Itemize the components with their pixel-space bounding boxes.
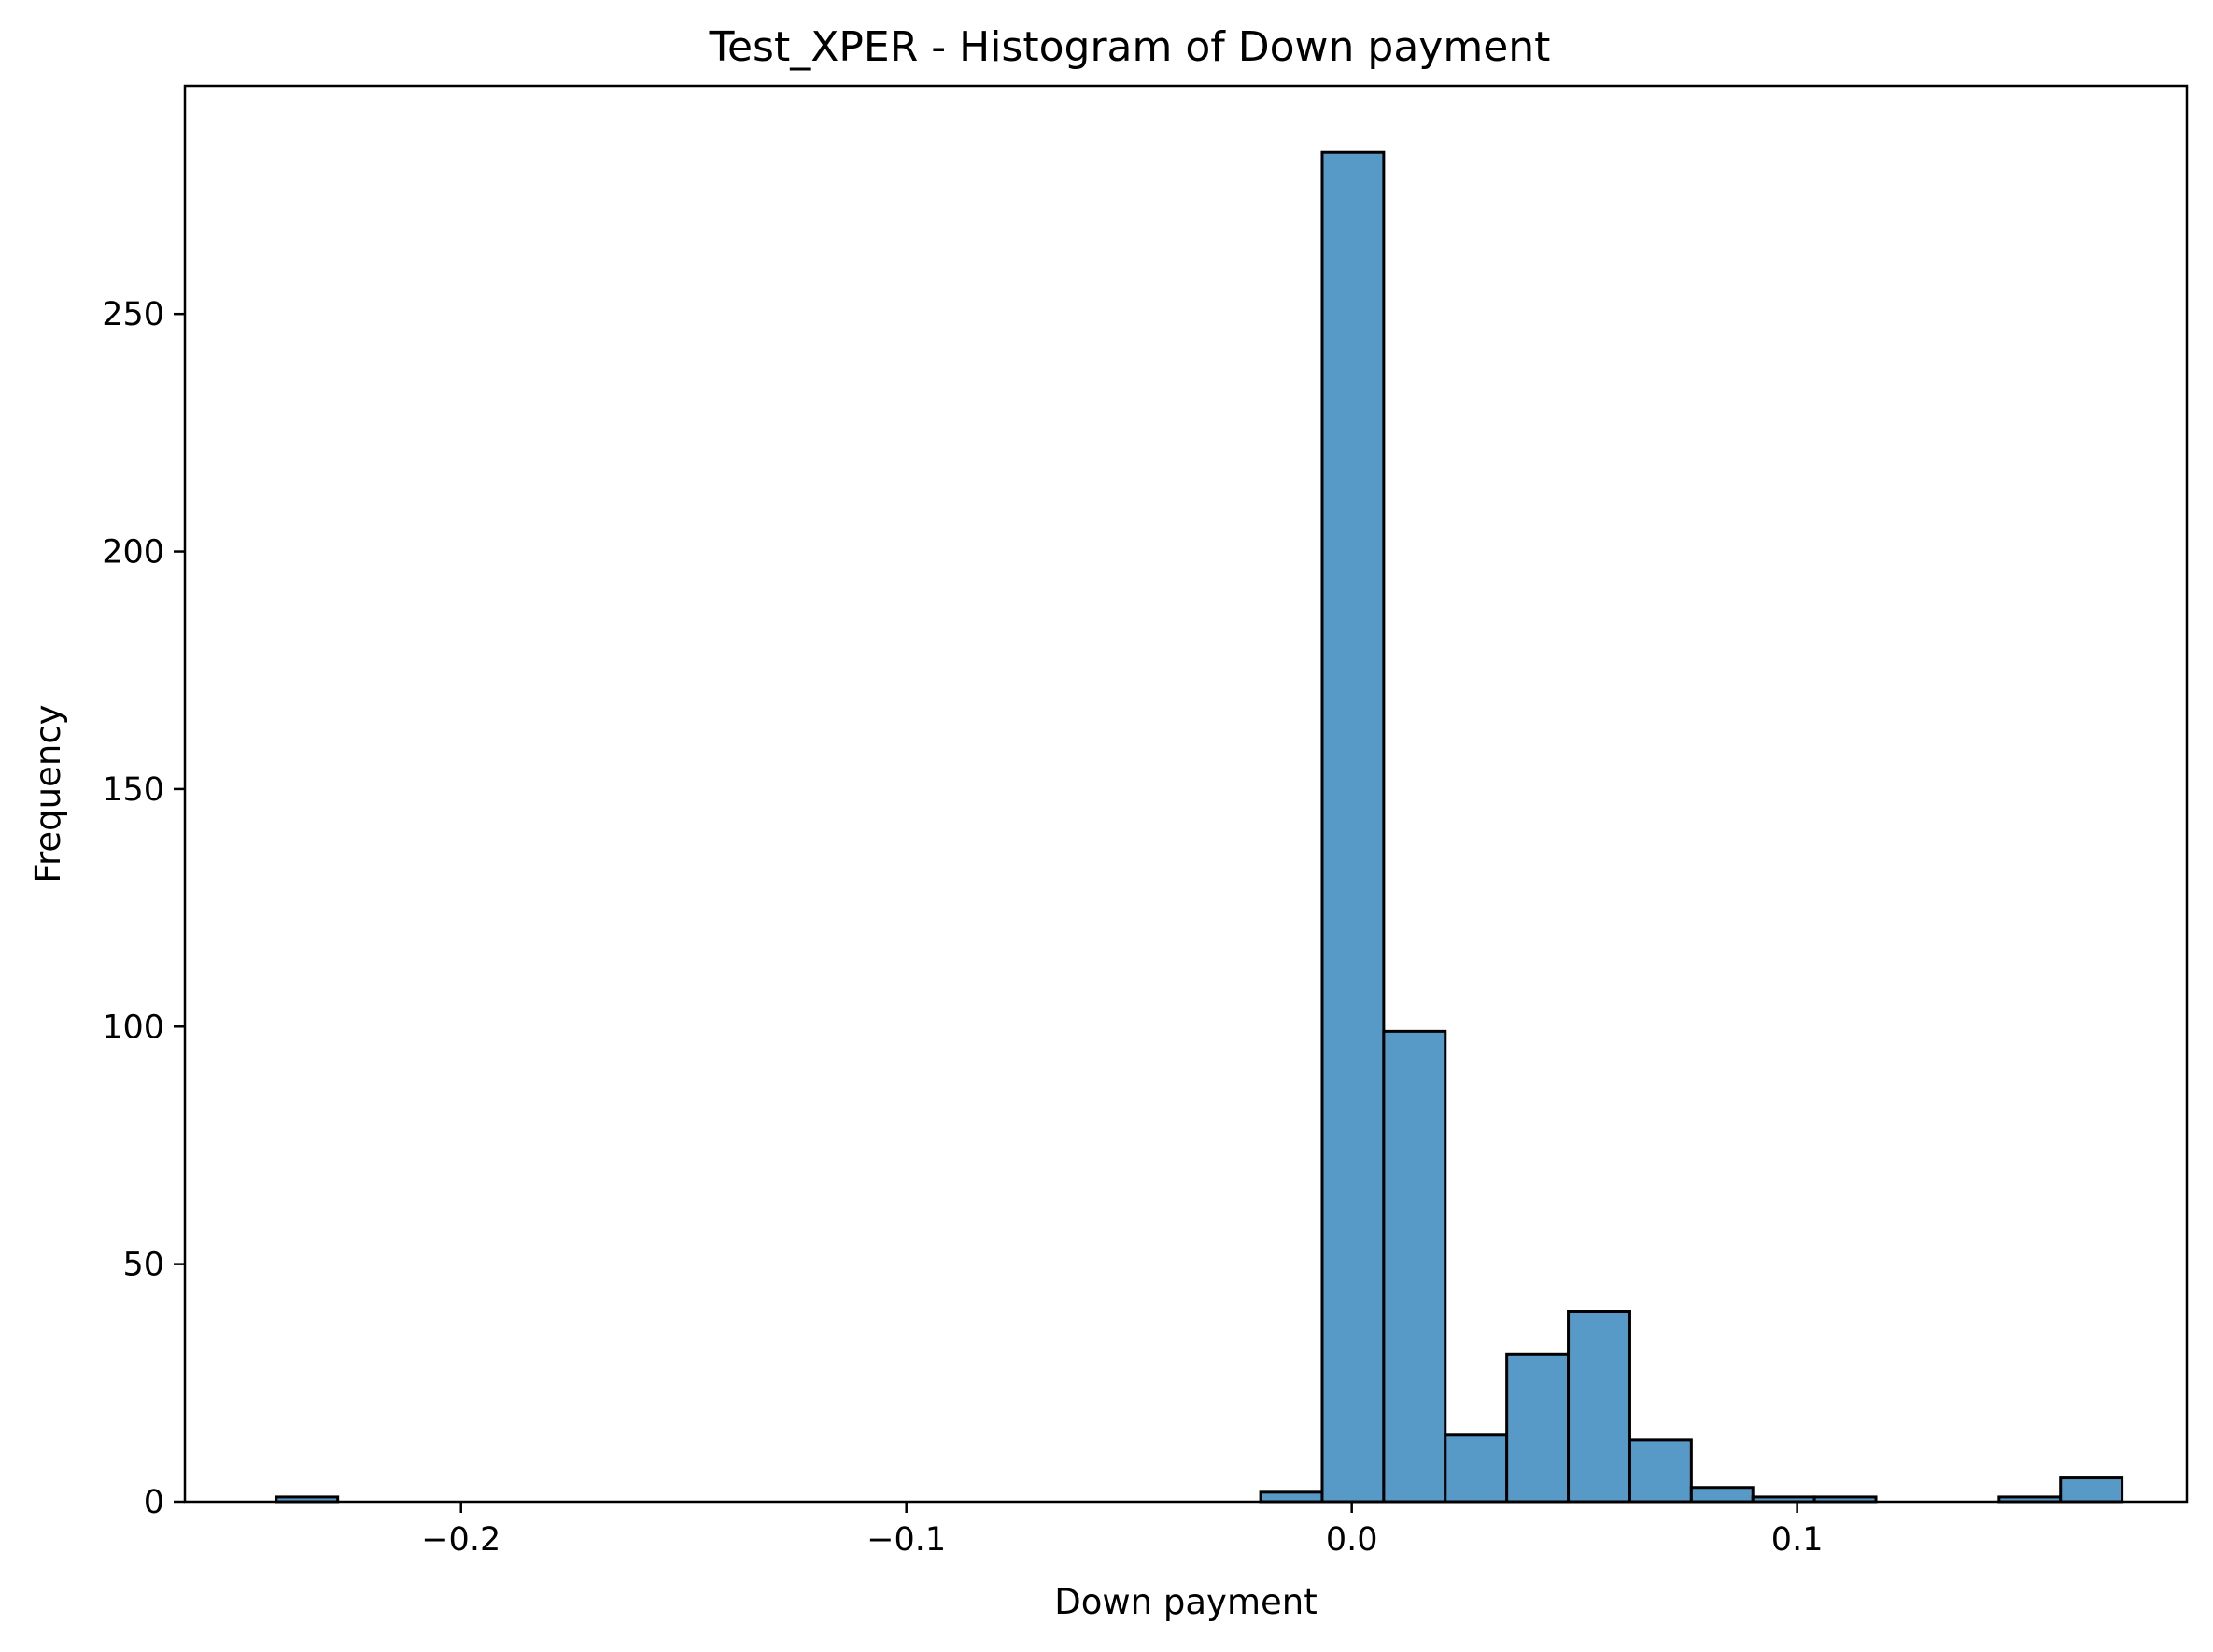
y-tick-label: 0 [144, 1484, 164, 1521]
y-axis-label: Frequency [28, 704, 68, 882]
histogram-bar [1505, 1352, 1571, 1504]
histogram-bar [1567, 1310, 1631, 1504]
x-tick-label: −0.1 [867, 1521, 946, 1559]
y-tick-label: 100 [102, 1009, 164, 1046]
histogram-bar [1689, 1486, 1755, 1504]
chart-title: Test_XPER - Histogram of Down payment [709, 23, 1551, 71]
x-axis-label: Down payment [1054, 1582, 1317, 1622]
histogram-bar [2059, 1476, 2124, 1504]
histogram-bar [1628, 1438, 1693, 1504]
histogram-bar [1320, 150, 1386, 1504]
histogram-bar [1259, 1490, 1324, 1504]
ticks-group: −0.2 −0.1 0.0 0.1 0 50 100 150 200 250 [102, 296, 1823, 1559]
plot-area-frame [183, 84, 2189, 1504]
histogram-bar [1382, 1029, 1447, 1504]
histogram-bar [1444, 1433, 1509, 1504]
y-tick-label: 150 [102, 771, 164, 809]
bars-group [275, 150, 2124, 1504]
x-tick-label: 0.0 [1326, 1521, 1378, 1559]
y-tick-label: 50 [122, 1247, 164, 1284]
y-tick-label: 200 [102, 534, 164, 572]
x-tick-label: 0.1 [1771, 1521, 1824, 1559]
y-tick-label: 250 [102, 296, 164, 333]
x-tick-label: −0.2 [421, 1521, 500, 1559]
